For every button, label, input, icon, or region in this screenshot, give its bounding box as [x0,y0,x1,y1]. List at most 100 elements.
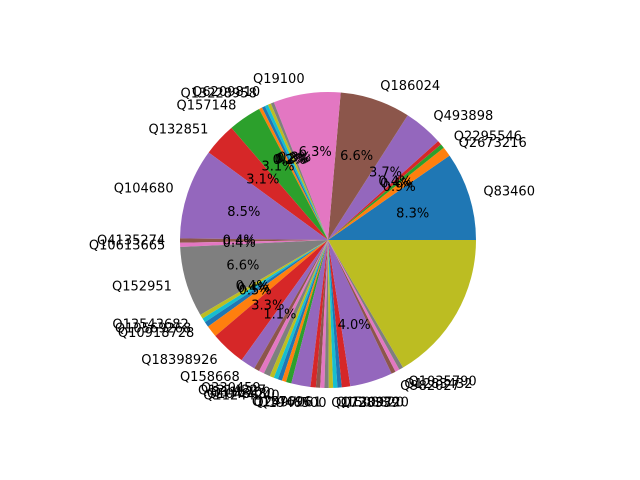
slice-label: Q493898 [433,109,493,124]
slice-percent-label: 0.4% [223,233,256,248]
slice-label: Q18398926 [141,353,217,368]
pie-slice [263,240,328,377]
slice-label: Q115700 [211,385,271,400]
slice-label: Q1508820 [336,396,404,411]
slice-label: Q1283432 [404,377,472,392]
slice-label: Q157148 [177,98,237,113]
pie-slice [208,127,328,240]
pie-slice [328,147,450,240]
slice-percent-label: 1.1% [263,308,296,323]
slice-label: Q186024 [380,79,440,94]
pie-slice [328,240,392,387]
slice-label: Q6209810 [192,85,260,100]
pie-slice [200,240,328,319]
pie-slice [180,240,328,315]
slice-percent-label: 3.1% [246,173,279,188]
pie-slice [269,240,328,378]
slice-label: Q11244240 [203,388,279,403]
pie-slice [328,240,400,372]
pie-slice [261,106,328,240]
slice-label: Q1728339 [331,396,399,411]
slice-percent-label: 3.1% [261,160,294,175]
slice-percent-label: 0.4% [236,279,269,294]
slice-label: Q1035790 [409,375,477,390]
pie-slice [328,141,441,240]
slice-percent-label: 0.5% [239,284,272,299]
slice-label: Q330459 [201,381,261,396]
pie-slice [264,104,328,240]
slice-label: Q1048480 [207,387,275,402]
slice-label: Q1309720 [341,395,409,410]
slice-percent-label: 0.3% [278,151,311,166]
slice-percent-label: 3.7% [369,165,402,180]
pie-slice [208,240,328,337]
slice-label: Q1946500 [258,396,326,411]
slice-label: Q1214227 [198,384,266,399]
slice-percent-label: 0.4% [237,281,270,296]
pie-slice [328,240,476,368]
slice-label: Q4135274 [97,234,165,249]
slice-percent-label: 3.3% [251,298,284,313]
pie-percent-labels: 8.3%0.9%0.4%0.4%3.7%6.6%6.3%0.3%0.3%0.2%… [223,145,430,333]
slice-label: Q10918728 [118,326,194,341]
slice-percent-label: 6.6% [226,258,259,273]
pie-slice [324,240,329,389]
slice-label: Q19100 [253,72,305,87]
slice-percent-label: 0.4% [378,175,411,190]
slice-percent-label: 0.4% [380,177,413,192]
slice-percent-label: 0.2% [273,153,306,168]
slice-label: Q104680 [114,182,174,197]
pie-slice [328,115,439,240]
pie-slice [328,240,338,388]
slice-percent-label: 8.5% [227,205,260,220]
pie-slice [328,240,334,388]
pie-slice [259,107,328,240]
pie-slice [241,240,328,369]
slice-label: Q10569268 [115,321,191,336]
slice-label: Q152951 [112,279,172,294]
slice-label: Q83460 [483,184,535,199]
slice-label: Q2673216 [459,136,527,151]
pie-slice [259,240,328,374]
pie-slices [179,92,476,389]
pie-slice [204,240,328,327]
pie-slice [202,240,328,323]
pie-slice [180,240,328,248]
pie-slice [328,144,444,240]
pie-slice [273,240,328,380]
pie-slice [267,103,328,240]
pie-slice [315,240,328,388]
pie-slice [179,238,328,243]
pie-slice [286,240,328,384]
slice-label: Q10613665 [89,238,165,253]
slice-percent-label: 0.2% [274,152,307,167]
pie-slice [277,240,328,381]
pie-slice [320,240,328,388]
pie-slice [328,92,408,240]
pie-slice [291,240,328,387]
pie-slice [215,240,328,361]
pie-slice [328,240,351,388]
slice-label: Q158668 [180,370,240,385]
slice-label: Q132851 [149,123,209,138]
pie-slice [180,152,328,240]
pie-slice [231,109,328,240]
slice-percent-label: 0.4% [223,236,256,251]
pie-slice [328,240,404,370]
pie-slice [254,240,328,371]
slice-label: Q13543682 [112,317,188,332]
slice-label: Q2497061 [254,396,322,411]
slice-label: Q2295546 [454,130,522,145]
slice-percent-label: 6.6% [340,149,373,164]
slice-percent-label: 8.3% [396,207,429,222]
slice-label: Q982027 [400,379,460,394]
pie-slice [270,102,328,240]
slice-label: Q157696 [252,395,312,410]
pie-slice [328,155,476,240]
slice-percent-label: 0.3% [276,152,309,167]
slice-percent-label: 6.3% [299,145,332,160]
pie-slice [328,240,396,374]
pie-slice [281,240,328,382]
